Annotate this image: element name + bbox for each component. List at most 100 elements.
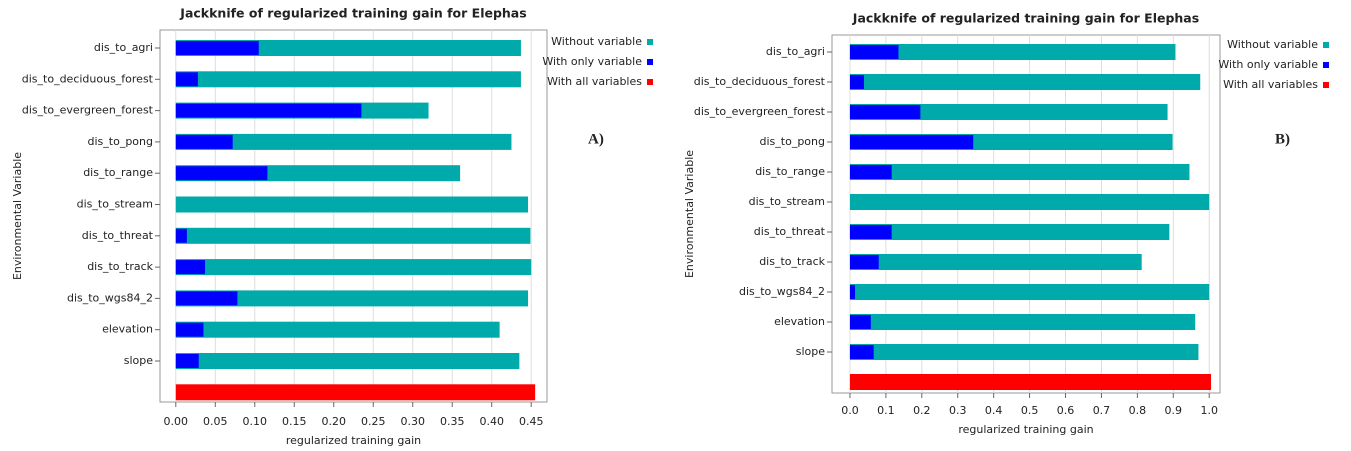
y-tick-label: dis_to_threat <box>754 225 826 238</box>
y-tick-label: dis_to_track <box>87 260 153 273</box>
bar <box>175 321 500 338</box>
bar <box>175 354 199 368</box>
legend-swatch <box>1323 42 1329 48</box>
bar <box>175 260 206 275</box>
bar <box>849 314 1196 330</box>
bar <box>849 104 1168 120</box>
y-tick-label: dis_to_range <box>755 165 825 178</box>
x-tick-label: 0.5 <box>1021 404 1039 417</box>
y-tick-label: dis_to_pong <box>88 135 153 148</box>
y-axis-title: Environmental Variable <box>11 152 24 280</box>
x-tick-label: 0.7 <box>1093 404 1111 417</box>
legend-swatch <box>647 79 653 85</box>
x-tick-label: 0.25 <box>361 415 386 428</box>
y-tick-label: dis_to_track <box>759 255 825 268</box>
x-tick-label: 0.10 <box>243 415 268 428</box>
legend-swatch <box>1323 62 1329 68</box>
bar <box>849 344 1199 360</box>
x-tick-label: 0.30 <box>400 415 425 428</box>
bar <box>849 105 921 119</box>
x-tick-label: 0.45 <box>519 415 544 428</box>
bar <box>849 255 879 269</box>
x-tick-label: 0.8 <box>1129 404 1147 417</box>
bar <box>849 165 892 179</box>
bar <box>849 315 871 329</box>
bar <box>175 290 529 307</box>
bar <box>175 196 529 213</box>
x-axis-title: regularized training gain <box>958 423 1093 436</box>
chart-title: Jackknife of regularized training gain f… <box>179 6 526 21</box>
x-tick-label: 0.9 <box>1165 404 1183 417</box>
y-tick-label: elevation <box>774 315 825 328</box>
bar <box>849 75 864 89</box>
bar <box>849 254 1142 270</box>
bar <box>175 291 238 306</box>
plot-area <box>159 29 548 403</box>
x-axis-title: regularized training gain <box>286 434 421 447</box>
legend-label: With only variable <box>1218 58 1318 71</box>
bar <box>849 44 1176 60</box>
bar <box>175 71 521 88</box>
bar <box>175 103 362 118</box>
y-tick-label: dis_to_wgs84_2 <box>739 285 825 298</box>
y-tick-label: dis_to_agri <box>766 45 825 58</box>
legend-swatch <box>647 39 653 45</box>
y-tick-label: dis_to_deciduous_forest <box>22 72 154 85</box>
bar <box>175 166 268 181</box>
x-tick-label: 0.05 <box>203 415 228 428</box>
y-tick-label: dis_to_deciduous_forest <box>694 75 826 88</box>
bar <box>849 194 1210 210</box>
plot-area <box>831 34 1221 394</box>
y-axis-title: Environmental Variable <box>683 150 696 278</box>
bar <box>175 259 532 276</box>
bar <box>849 164 1190 180</box>
bar <box>849 285 855 299</box>
legend-label: With all variables <box>547 75 642 88</box>
y-tick-label: dis_to_range <box>83 166 153 179</box>
bar <box>849 74 1201 90</box>
bar <box>849 224 1170 240</box>
x-tick-label: 0.6 <box>1057 404 1075 417</box>
panel-label: B) <box>1275 131 1290 147</box>
bar <box>849 135 974 149</box>
bar <box>175 228 187 243</box>
bar <box>175 134 233 149</box>
y-tick-label: dis_to_stream <box>77 198 153 211</box>
y-tick-label: dis_to_wgs84_2 <box>67 291 153 304</box>
y-tick-label: slope <box>124 354 153 367</box>
chart-title: Jackknife of regularized training gain f… <box>852 11 1199 26</box>
x-tick-label: 0.4 <box>985 404 1003 417</box>
x-tick-label: 0.2 <box>913 404 931 417</box>
bar <box>175 40 521 56</box>
x-tick-label: 0.3 <box>949 404 967 417</box>
x-tick-label: 0.00 <box>164 415 189 428</box>
bar <box>175 384 536 401</box>
x-tick-label: 0.35 <box>440 415 465 428</box>
y-tick-label: dis_to_threat <box>82 229 154 242</box>
y-tick-label: dis_to_evergreen_forest <box>694 105 826 118</box>
x-tick-label: 0.15 <box>282 415 307 428</box>
legend-label: With all variables <box>1223 78 1318 91</box>
legend-label: Without variable <box>1227 38 1318 51</box>
y-tick-label: elevation <box>102 323 153 336</box>
bar <box>849 225 892 239</box>
x-tick-label: 1.0 <box>1200 404 1218 417</box>
bar <box>175 227 531 244</box>
bar <box>849 374 1212 390</box>
bar <box>849 284 1210 300</box>
panel-label: A) <box>588 131 604 147</box>
bar <box>175 72 198 87</box>
x-tick-label: 0.40 <box>479 415 504 428</box>
x-tick-label: 0.1 <box>877 404 895 417</box>
y-tick-label: dis_to_stream <box>749 195 825 208</box>
legend-swatch <box>1323 82 1329 88</box>
x-tick-label: 0.20 <box>322 415 347 428</box>
legend-label: With only variable <box>542 55 642 68</box>
bar <box>175 322 204 337</box>
x-tick-label: 0.0 <box>841 404 859 417</box>
bar <box>175 41 259 55</box>
bar <box>849 345 874 359</box>
bar <box>175 353 520 369</box>
legend-swatch <box>647 59 653 65</box>
y-tick-label: dis_to_pong <box>760 135 825 148</box>
